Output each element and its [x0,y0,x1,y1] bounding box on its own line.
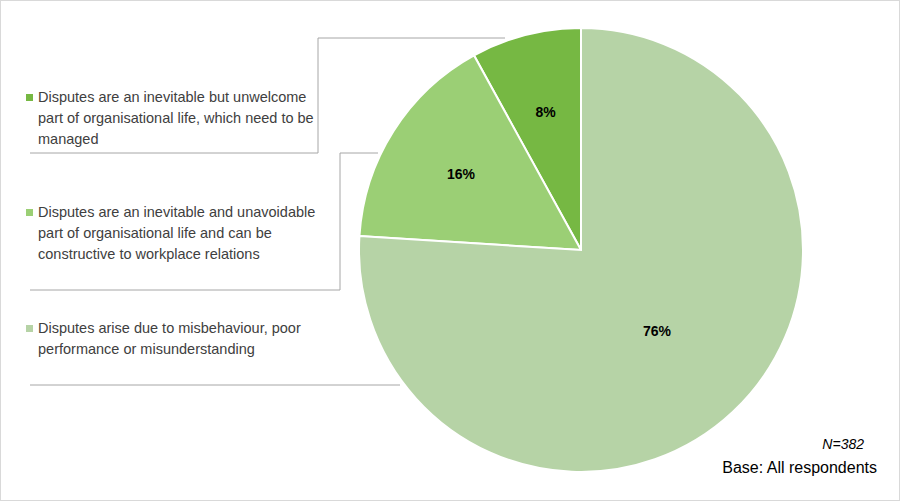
legend-label-line: Disputes arise due to misbehaviour, poor [38,320,301,336]
pie: 8% 16% 76% [359,28,803,472]
legend-label: Disputes are an inevitable and unavoidab… [38,204,315,262]
leader-line [30,38,505,153]
data-label: 8% [536,104,557,120]
legend-label-line: part of organisational life, which need … [38,110,314,126]
data-label: 76% [643,323,672,339]
legend-label-line: constructive to workplace relations [38,246,260,262]
legend-label-line: Disputes are an inevitable but unwelcome [38,89,306,105]
legend-marker [26,325,33,332]
chart-frame [1,1,900,501]
legend-label: Disputes are an inevitable but unwelcome… [38,89,314,147]
legend: Disputes are an inevitable but unwelcome… [26,38,505,385]
sample-size: N=382 [822,436,864,452]
chart: 8% 16% 76% Disputes are an inevitable but u… [0,0,900,501]
legend-label-line: Disputes are an inevitable and unavoidab… [38,204,315,220]
pie-slice [359,55,581,250]
base-note: Base: All respondents [722,459,877,476]
legend-label-line: part of organisational life and can be [38,225,272,241]
legend-label-line: performance or misunderstanding [38,341,255,357]
legend-label-line: managed [38,131,98,147]
pie-slice [359,28,803,472]
leader-line [30,153,378,290]
legend-marker [26,209,33,216]
legend-label: Disputes arise due to misbehaviour, poor… [38,320,301,357]
leader-line [30,385,400,386]
data-label: 16% [447,166,476,182]
legend-marker [26,94,33,101]
